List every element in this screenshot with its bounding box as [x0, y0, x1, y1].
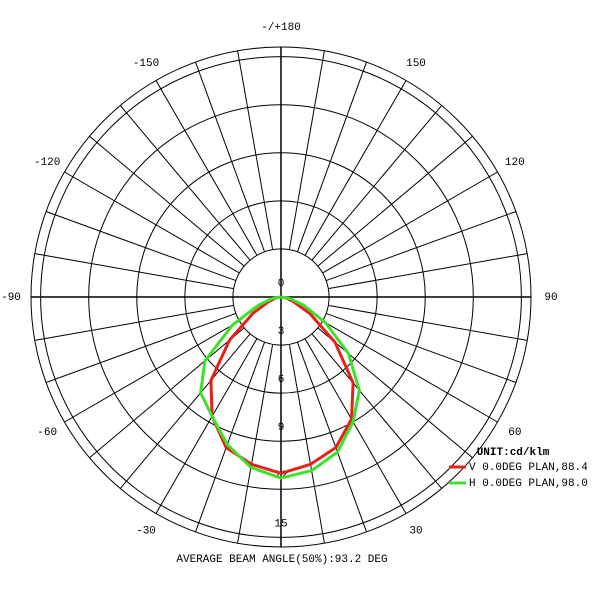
spoke [296, 342, 367, 533]
series-line [209, 295, 355, 475]
legend-label: V 0.0DEG PLAN,88.4 [469, 462, 588, 474]
angle-tick-label: -30 [136, 526, 156, 538]
spoke [296, 61, 367, 252]
spoke [64, 320, 240, 423]
spoke [311, 105, 443, 261]
spoke [322, 171, 498, 274]
angle-tick-label: 60 [508, 427, 521, 439]
spoke [317, 135, 473, 267]
angle-tick-label: -/+180 [261, 22, 301, 34]
angle-tick-label: -150 [133, 58, 159, 70]
spoke [155, 338, 258, 514]
spoke [64, 171, 240, 274]
unit-label: UNIT:cd/klm [477, 447, 550, 459]
spoke [304, 80, 407, 256]
spoke [119, 105, 251, 261]
angle-tick-label: -120 [34, 157, 60, 169]
spoke [155, 80, 258, 256]
spoke [34, 304, 234, 341]
spoke [237, 50, 274, 250]
series-line [199, 295, 361, 480]
spoke [311, 333, 443, 489]
spoke [89, 327, 245, 459]
spoke [326, 312, 517, 383]
spoke [304, 338, 407, 514]
spoke [288, 50, 325, 250]
spoke [328, 253, 528, 290]
angle-tick-label: -90 [1, 292, 21, 304]
spoke [34, 253, 234, 290]
angle-tick-label: 120 [505, 157, 525, 169]
angle-tick-label: 150 [406, 58, 426, 70]
chart-title: AVERAGE BEAM ANGLE(50%):93.2 DEG [176, 554, 387, 566]
spoke [195, 61, 266, 252]
spoke [89, 135, 245, 267]
spoke [195, 342, 266, 533]
angle-tick-label: -60 [37, 427, 57, 439]
legend-label: H 0.0DEG PLAN,98.0 [469, 478, 588, 490]
spoke [45, 211, 236, 282]
angle-tick-label: 30 [409, 526, 422, 538]
spoke [119, 333, 251, 489]
spoke [326, 211, 517, 282]
spoke [328, 304, 528, 341]
spoke [237, 344, 274, 544]
spoke [45, 312, 236, 383]
spoke [288, 344, 325, 544]
angle-tick-label: 90 [544, 292, 557, 304]
r-tick-label: 0 [278, 278, 285, 290]
spoke [322, 320, 498, 423]
r-tick-label: 3 [278, 326, 285, 338]
